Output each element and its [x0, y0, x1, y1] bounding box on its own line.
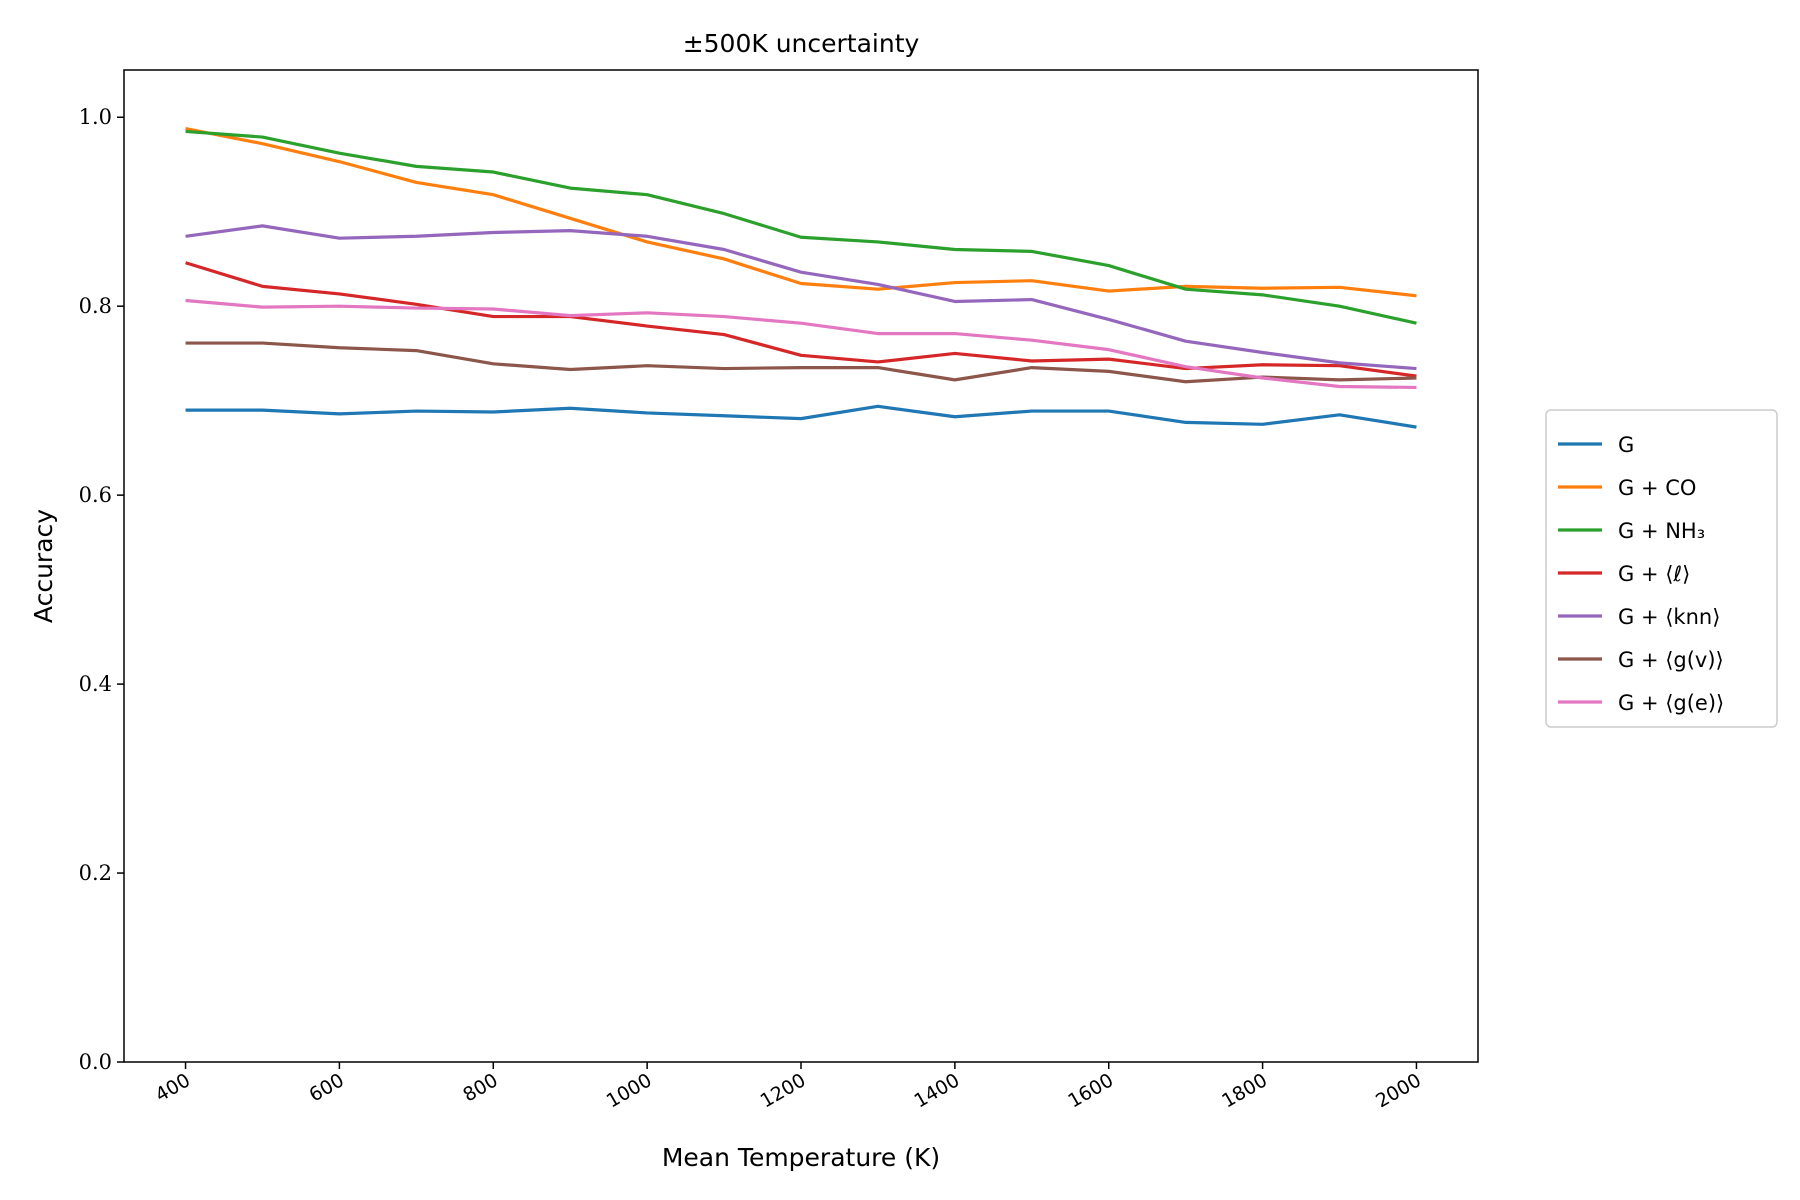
y-tick-label: 0.6 [79, 483, 112, 507]
legend-label: G + ⟨g(v)⟩ [1618, 648, 1724, 672]
x-tick-label: 1800 [1218, 1069, 1271, 1112]
series-line [185, 404, 1417, 429]
x-tick-label: 1200 [757, 1069, 810, 1112]
x-tick-label: 2000 [1372, 1069, 1425, 1112]
series-line [185, 129, 1417, 325]
x-tick-label: 1000 [603, 1069, 656, 1112]
y-axis-label: Accuracy [29, 509, 58, 623]
legend-label: G + ⟨knn⟩ [1618, 605, 1720, 629]
y-tick-label: 0.2 [79, 861, 112, 885]
legend-label: G [1618, 433, 1634, 457]
legend-label: G + ⟨ℓ⟩ [1618, 562, 1690, 586]
series-2 [185, 129, 1417, 325]
series-4 [185, 224, 1417, 371]
plot-frame [123, 69, 1479, 1063]
y-tick-label: 0.4 [79, 672, 112, 696]
series-line [185, 261, 1417, 378]
x-tick-label: 400 [152, 1069, 194, 1106]
series-5 [185, 341, 1417, 384]
x-tick-label: 1600 [1064, 1069, 1117, 1112]
legend-label: G + NH₃ [1618, 519, 1705, 543]
y-axis: 0.0 0.2 0.4 0.6 0.8 1.0 [79, 105, 124, 1074]
series-1 [185, 127, 1417, 298]
x-tick-label: 800 [459, 1069, 501, 1106]
y-tick-label: 1.0 [79, 105, 112, 129]
series-6 [185, 298, 1417, 390]
x-axis: 400 600 800 1000 1200 1400 1600 1800 2000 [152, 1062, 1425, 1113]
chart-title: ±500K uncertainty [683, 29, 920, 58]
x-tick-label: 1400 [910, 1069, 963, 1112]
series-0 [185, 404, 1417, 429]
y-tick-label: 0.0 [79, 1050, 112, 1074]
series-line [185, 298, 1417, 390]
series-3 [185, 261, 1417, 378]
y-tick-label: 0.8 [79, 294, 112, 318]
series-layer [185, 127, 1417, 429]
legend-label: G + ⟨g(e)⟩ [1618, 691, 1724, 715]
legend-label: G + CO [1618, 476, 1696, 500]
x-axis-label: Mean Temperature (K) [662, 1143, 940, 1172]
legend: G G + CO G + NH₃ G + ⟨ℓ⟩ G + ⟨knn⟩ G + ⟨g(v)⟩… [1545, 409, 1778, 728]
legend-box [1545, 409, 1778, 728]
x-tick-label: 600 [306, 1069, 348, 1106]
